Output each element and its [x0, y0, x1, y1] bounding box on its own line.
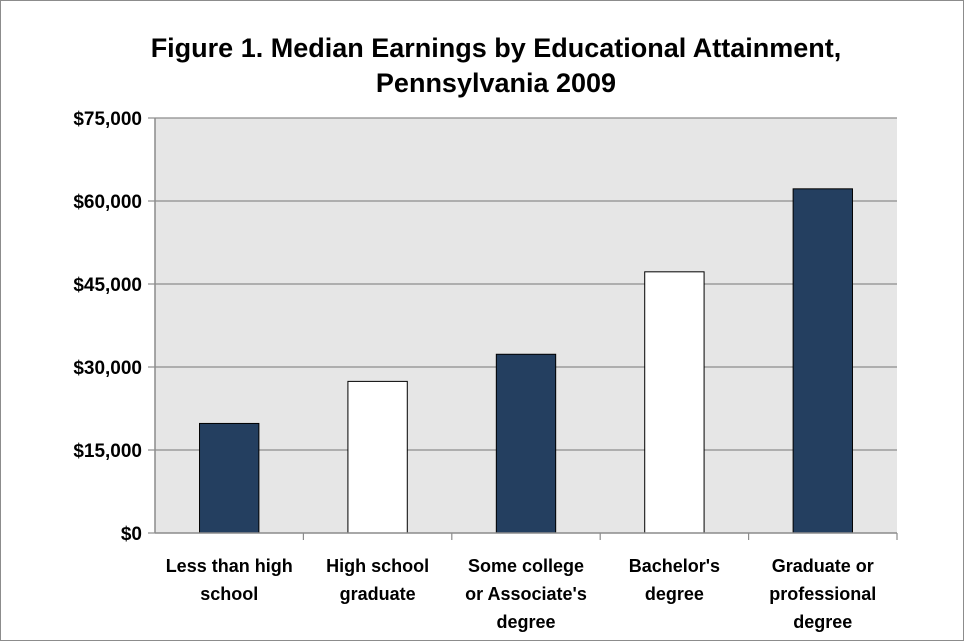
x-category-label: Less than high school: [166, 556, 293, 604]
x-category-label: Graduate or professional degree: [769, 556, 876, 632]
bars: [199, 188, 853, 534]
bar: [199, 422, 260, 534]
y-axis-ticks: $0 $15,000 $30,000 $45,000 $60,000 $75,000: [73, 109, 155, 545]
y-tick-label: $60,000: [73, 192, 142, 213]
x-axis-labels: Less than high school High school graduate S…: [166, 533, 898, 632]
chart-title-line-1: Figure 1. Median Earnings by Educational…: [151, 33, 842, 63]
chart-title-line-2: Pennsylvania 2009: [376, 68, 616, 98]
x-category-label: Bachelor's degree: [629, 556, 720, 604]
y-tick-label: $30,000: [73, 358, 142, 379]
bar: [347, 380, 408, 534]
bar: [495, 353, 557, 534]
y-tick-label: $75,000: [73, 109, 142, 130]
y-tick-label: $0: [121, 524, 142, 545]
bar: [792, 188, 853, 534]
y-tick-label: $15,000: [73, 441, 142, 462]
x-category-label: Some college or Associate's degree: [465, 556, 587, 632]
chart-title: Figure 1. Median Earnings by Educational…: [151, 33, 842, 98]
x-category-label: High school graduate: [326, 556, 429, 604]
bar: [644, 271, 705, 534]
y-tick-label: $45,000: [73, 275, 142, 296]
